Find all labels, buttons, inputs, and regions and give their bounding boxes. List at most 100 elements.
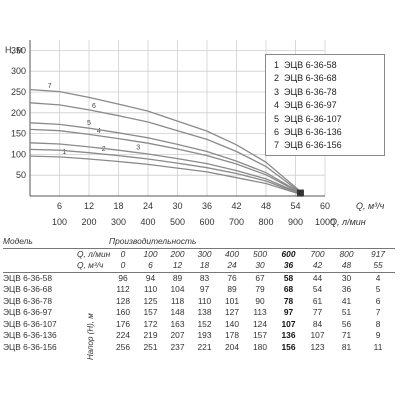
table-cell: 54: [312, 284, 323, 294]
table-cell: 18: [191, 260, 218, 273]
curve-line: [29, 102, 301, 193]
table-cell: 118: [170, 295, 185, 306]
table-cell: 219: [143, 330, 158, 340]
table-cell: 96: [118, 272, 128, 283]
table-cell: 24: [218, 260, 246, 273]
y-tick-label: 50: [16, 170, 26, 180]
table-cell: 6: [137, 260, 164, 273]
productivity-header: Производительность: [109, 236, 197, 246]
table-cell: 500: [246, 247, 274, 260]
y-tick-label: 350: [11, 45, 26, 55]
table-cell: 84: [312, 318, 323, 329]
table-cell: 251: [143, 341, 158, 352]
x-tick-label-m3h: 42: [231, 201, 241, 211]
table-cell: 0: [109, 247, 137, 260]
table-row-q-lmin: Q, л/мин 0 100 200 300 400 500 600 700 800 917: [3, 247, 396, 260]
table-cell: 7: [375, 307, 381, 317]
table-cell: 97: [199, 284, 210, 294]
table-cell: 89: [227, 284, 237, 294]
table-cell: 157: [143, 307, 158, 317]
table-cell: 83: [199, 272, 210, 283]
table-cell: 30: [341, 272, 352, 283]
table-cell: 5: [375, 284, 381, 294]
x-tick-label-m3h: 12: [84, 201, 94, 211]
x-tick-label-m3h: 18: [113, 201, 123, 211]
table-cell: 127: [225, 307, 239, 317]
y-tick-label: 150: [11, 129, 26, 139]
table-cell: 224: [116, 330, 130, 340]
y-tick-label: 300: [11, 66, 26, 76]
spacer-cell: [77, 284, 109, 296]
table-cell: 11: [373, 341, 383, 352]
legend-item-label: ЭЦВ 6-36-97: [284, 100, 337, 111]
table-cell: 78: [283, 295, 294, 306]
table-row: ЭЦВ 6-36-68 112 110 104 97 89 79 68 54 36 5: [3, 284, 395, 296]
table-cell: 97: [283, 307, 294, 317]
table-cell: 148: [170, 307, 185, 317]
table-cell: 160: [116, 307, 130, 317]
table-cell: 152: [197, 318, 212, 329]
table-cell: 101: [225, 295, 239, 306]
legend-item: 5 ЭЦВ 6-36-107: [274, 113, 384, 126]
model-name-cell: ЭЦВ 6-36-58: [3, 272, 52, 283]
table-cell: 44: [312, 272, 323, 283]
table-cell: 237: [170, 341, 185, 352]
model-name-cell: ЭЦВ 6-36-107: [3, 318, 57, 329]
table-cell: 8: [375, 318, 381, 329]
performance-table: Модель Производительность Q, л/мин 0 100 2…: [3, 236, 396, 353]
table-cell: 400: [218, 247, 246, 260]
model-name-cell: ЭЦВ 6-36-156: [3, 341, 57, 352]
table-cell: 9: [375, 330, 381, 340]
spacer-cell: [77, 296, 109, 308]
curve-line: [29, 148, 301, 195]
legend-item-label: ЭЦВ 6-36-68: [284, 73, 337, 84]
curve-number-label: 7: [48, 83, 52, 90]
x-tick-label-lmin: 700: [229, 217, 244, 227]
q-lmin-label: Q, л/мин: [77, 247, 111, 260]
table-cell: 4: [375, 272, 381, 283]
x-tick-label-m3h: 54: [290, 201, 300, 211]
table-cell: 172: [143, 318, 158, 329]
curve-line: [29, 88, 301, 192]
table-cell: 51: [341, 307, 352, 317]
table-row-q-m3h: Q, м³/ч 0 6 12 18 24 30 36 42 48 55: [3, 260, 396, 273]
legend-item-number: 7: [274, 140, 280, 151]
table-cell: 58: [283, 272, 294, 283]
table-cell: 77: [312, 307, 323, 317]
table-cell: 71: [341, 330, 352, 340]
x-axis-m3h-label: Q, м³/ч: [356, 201, 385, 211]
table-body: ЭЦВ 6-36-58 96 94 89 83 76 67 58 44 30 4 ЭЦВ 6-36-6…: [3, 272, 395, 353]
table-row: ЭЦВ 6-36-97 160 157 148 138 127 113 97 77 51 7: [3, 307, 395, 319]
table-cell: 600: [274, 247, 303, 260]
legend-item-number: 2: [274, 73, 280, 84]
curve-line: [29, 122, 301, 194]
table-cell: 207: [170, 330, 185, 340]
table-cell: 200: [164, 247, 191, 260]
legend-item-number: 5: [274, 113, 280, 124]
chart-axis-labels: 6100122001830024400305003660042700488005…: [11, 45, 335, 227]
table-cell: 136: [281, 330, 296, 340]
x-tick-label-m3h: 24: [143, 201, 153, 211]
legend-item: 2 ЭЦВ 6-36-68: [274, 72, 384, 85]
table-cell: 6: [375, 295, 381, 306]
table-cell: 193: [197, 330, 212, 340]
table-cell: 0: [109, 260, 137, 273]
table-cell: 67: [255, 272, 265, 283]
table-cell: 113: [253, 307, 267, 317]
legend-item-number: 4: [274, 100, 280, 111]
table-cell: 12: [164, 260, 191, 273]
table-cell: 48: [332, 260, 361, 273]
table-cell: 100: [137, 247, 164, 260]
table-row: ЭЦВ 6-36-107 176 172 163 152 140 124 107 84 56 8: [3, 319, 395, 331]
x-tick-label-lmin: 600: [199, 217, 214, 227]
table-cell: 256: [116, 341, 130, 352]
table-row: ЭЦВ 6-36-78 128 125 118 110 101 90 78 61 41 6: [3, 296, 395, 308]
curve-number-label: 5: [87, 120, 91, 127]
table-cell: 41: [341, 295, 352, 306]
model-name-cell: ЭЦВ 6-36-68: [3, 284, 52, 294]
table-cell: 112: [116, 284, 130, 294]
table-cell: 89: [172, 272, 183, 283]
end-point-marker: [296, 189, 304, 197]
table-cell: 36: [274, 260, 303, 273]
